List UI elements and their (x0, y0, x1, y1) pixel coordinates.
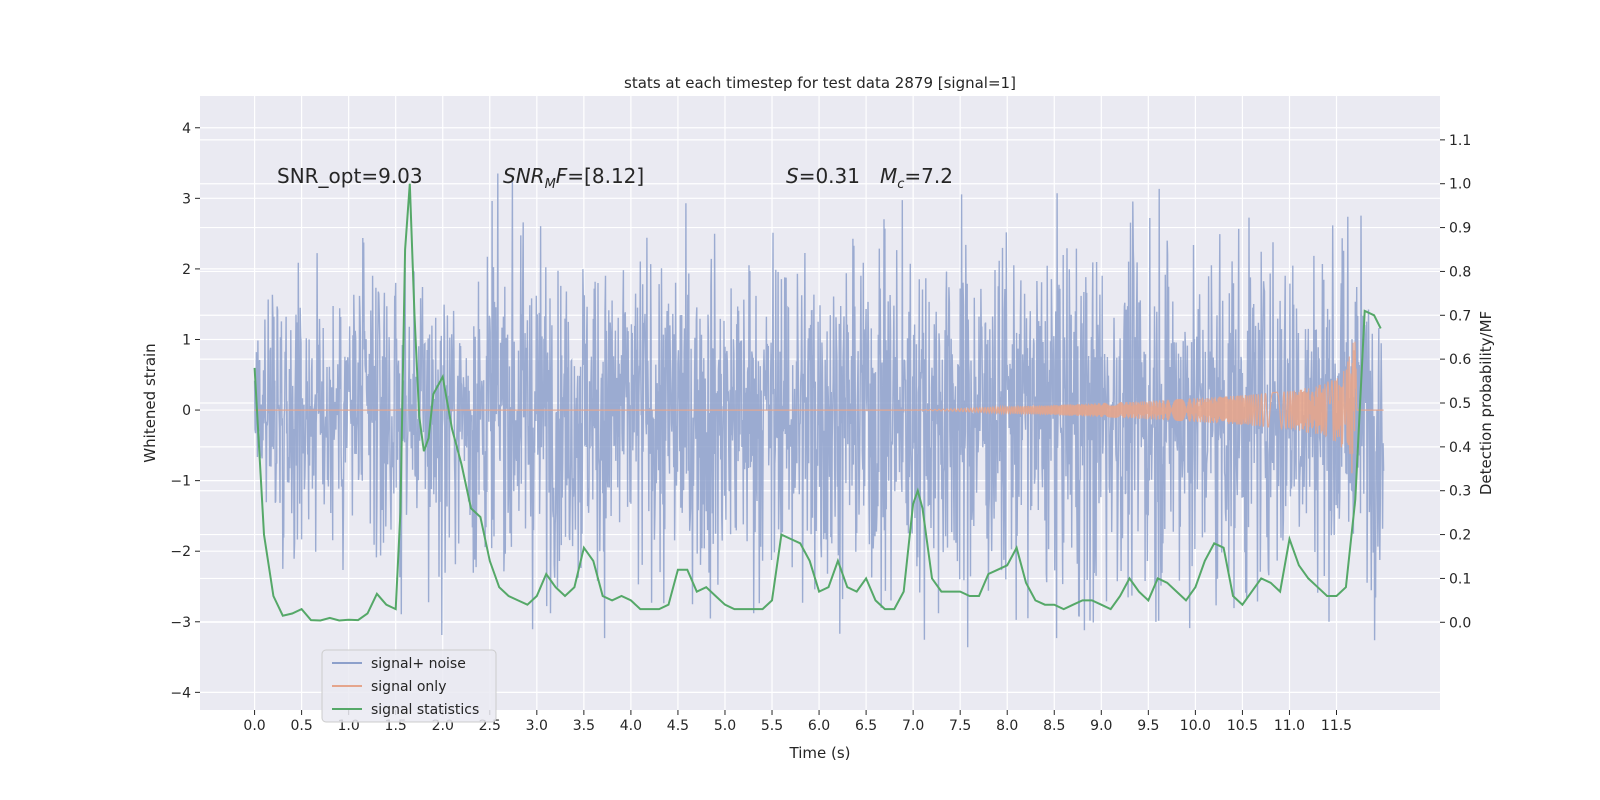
x-tick-label: 3.0 (526, 718, 548, 734)
y-right-tick-label: 0.6 (1449, 352, 1471, 368)
x-tick-label: 9.0 (1090, 718, 1112, 734)
y-right-tick-label: 0.7 (1449, 308, 1471, 324)
y-tick-label: 2 (182, 262, 191, 278)
s-symbol: S (786, 164, 799, 188)
y-tick-labels: 4 3 2 1 0 −1 −2 −3 −4 (170, 121, 200, 701)
y-right-tick-label: 0.5 (1449, 396, 1471, 412)
signal-noise-series (253, 173, 1385, 648)
y-right-tick-label: 0.8 (1449, 264, 1471, 280)
signal-statistics-series (253, 183, 1382, 622)
annotation-snr-mf: SNRMF=[8.12] (503, 164, 644, 192)
legend-label-stats: signal statistics (371, 702, 479, 718)
annotation-s: S=0.31 (786, 164, 860, 188)
legend: signal+ noise signal only signal statist… (321, 649, 497, 723)
x-tick-label: 10.5 (1227, 718, 1258, 734)
x-axis-label: Time (s) (789, 744, 851, 762)
signal-only-line (254, 341, 1384, 474)
y-tick-label: 4 (182, 121, 191, 137)
y-axis-label: Whitened strain (141, 343, 159, 462)
y-right-tick-label: 0.4 (1449, 440, 1471, 456)
x-tick-label: 0.5 (290, 718, 312, 734)
x-tick-label: 11.5 (1321, 718, 1352, 734)
signal-only-series (254, 341, 1384, 474)
snr-mf-value: =[8.12] (567, 164, 644, 188)
x-tick-label: 10.0 (1180, 718, 1211, 734)
x-tick-label: 7.0 (902, 718, 924, 734)
mc-symbol: M (880, 164, 897, 188)
y-tick-label: −4 (170, 685, 191, 701)
x-tick-label: 0.0 (243, 718, 265, 734)
annotation-snr-opt: SNR_opt=9.03 (277, 164, 423, 188)
x-tick-label: 11.0 (1274, 718, 1305, 734)
x-tick-label: 6.5 (855, 718, 877, 734)
legend-label-signal: signal only (371, 679, 446, 695)
x-tick-label: 9.5 (1137, 718, 1159, 734)
x-tick-labels: 0.0 0.5 1.0 1.5 2.0 2.5 3.0 3.5 4.0 4.5 5.0 5.5 6.0 6… (243, 710, 1352, 734)
mc-subscript: c (897, 177, 904, 192)
x-tick-label: 6.0 (808, 718, 830, 734)
y-right-tick-label: 1.0 (1449, 177, 1471, 193)
mc-value: =7.2 (904, 164, 953, 188)
x-tick-label: 5.5 (761, 718, 783, 734)
y-tick-label: 0 (182, 403, 191, 419)
annotation-mc: Mc=7.2 (880, 164, 953, 192)
snr-mf-subscript: M (545, 177, 556, 192)
y-tick-label: −1 (170, 474, 191, 490)
y-right-axis-label: Detection probability/MF (1477, 311, 1495, 495)
signal-statistics-line (253, 183, 1382, 622)
y-right-tick-label: 1.1 (1449, 133, 1471, 149)
s-value: =0.31 (799, 164, 860, 188)
x-tick-label: 3.5 (573, 718, 595, 734)
y-right-tick-label: 0.9 (1449, 221, 1471, 237)
y-tick-label: 1 (182, 332, 191, 348)
y-right-tick-labels: 1.1 1.0 0.9 0.8 0.7 0.6 0.5 0.4 0.3 0.2 0.1 0.0 (1440, 133, 1471, 631)
y-tick-label: 3 (182, 191, 191, 207)
x-tick-label: 8.5 (1043, 718, 1065, 734)
y-right-tick-label: 0.2 (1449, 528, 1471, 544)
y-tick-label: −3 (170, 615, 191, 631)
legend-box (321, 649, 497, 723)
y-right-tick-label: 0.3 (1449, 484, 1471, 500)
signal-noise-line (253, 173, 1385, 648)
chart-title: stats at each timestep for test data 287… (624, 74, 1016, 92)
y-right-tick-label: 0.0 (1449, 615, 1471, 631)
snr-mf-tail: F (556, 164, 568, 188)
x-tick-label: 4.5 (667, 718, 689, 734)
legend-label-noise: signal+ noise (371, 656, 466, 672)
x-tick-label: 7.5 (949, 718, 971, 734)
y-tick-label: −2 (170, 544, 191, 560)
y-right-tick-label: 0.1 (1449, 571, 1471, 587)
x-tick-label: 5.0 (714, 718, 736, 734)
x-tick-label: 4.0 (620, 718, 642, 734)
snr-mf-symbol: SNR (503, 164, 545, 188)
x-tick-label: 8.0 (996, 718, 1018, 734)
